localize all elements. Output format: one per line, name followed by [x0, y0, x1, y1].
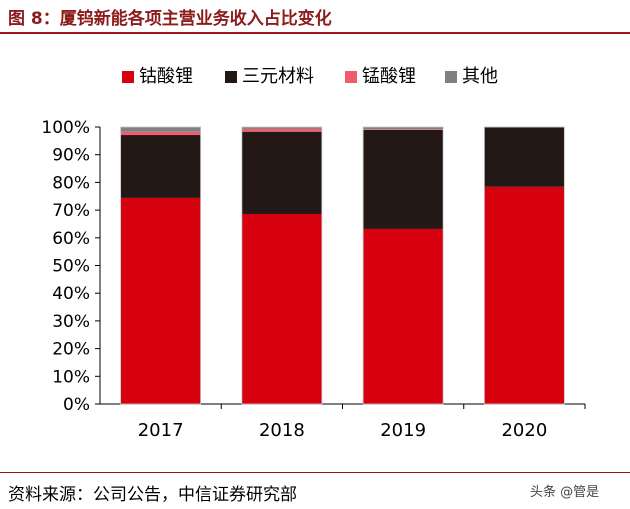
- legend-swatch: [445, 71, 457, 83]
- y-tick-label: 30%: [52, 312, 90, 332]
- x-tick-label: 2017: [138, 420, 184, 441]
- title-divider: [0, 32, 630, 34]
- bar-segment-2020-1: [484, 127, 565, 187]
- bar-segment-2017-2: [120, 131, 201, 136]
- bar-segment-2019-3: [363, 127, 444, 130]
- bar-segment-2019-0: [363, 228, 444, 404]
- legend-label: 其他: [462, 66, 498, 87]
- source-note: 资料来源：公司公告，中信证券研究部: [8, 485, 297, 505]
- stacked-bar-chart: 钴酸锂 三元材料 锰酸锂 其他 0% 10% 20% 30% 40% 50% 60% 70% 80% 90…: [41, 66, 586, 441]
- bar-segment-2017-1: [120, 135, 201, 198]
- bar-outline: [483, 126, 565, 405]
- y-tick-label: 50%: [52, 257, 90, 277]
- y-tick-label: 70%: [52, 201, 90, 221]
- y-tick-label: 0%: [63, 395, 90, 415]
- x-tick-label: 2020: [501, 420, 547, 441]
- bar-segment-2020-0: [484, 186, 565, 404]
- legend-label: 钴酸锂: [139, 66, 193, 87]
- legend-swatch: [225, 71, 237, 83]
- bar-outline: [241, 126, 323, 405]
- y-tick-label: 80%: [52, 173, 90, 193]
- bar-segment-2019-2: [363, 129, 444, 130]
- y-tick-label: 10%: [52, 367, 90, 387]
- y-tick-label: 20%: [52, 340, 90, 360]
- source-divider: [0, 472, 630, 473]
- bar-segment-2018-1: [241, 131, 322, 214]
- legend-swatch: [345, 71, 357, 83]
- bar-segment-2018-3: [241, 127, 322, 129]
- watermark: 头条 @管是: [530, 485, 600, 500]
- bar-segment-2017-0: [120, 197, 201, 404]
- bar-segment-2017-3: [120, 127, 201, 132]
- y-tick-label: 60%: [52, 229, 90, 249]
- y-tick-label: 100%: [41, 118, 90, 138]
- bar-outline: [362, 126, 444, 405]
- legend-label: 锰酸锂: [362, 66, 416, 87]
- bar-outline: [120, 126, 202, 405]
- legend-label: 三元材料: [242, 66, 314, 87]
- figure-title: 图 8：厦钨新能各项主营业务收入占比变化: [8, 9, 332, 29]
- legend-swatch: [122, 71, 134, 83]
- bar-segment-2018-0: [241, 213, 322, 404]
- bar-segment-2018-2: [241, 128, 322, 132]
- x-tick-label: 2019: [380, 420, 426, 441]
- bar-segment-2019-1: [363, 129, 444, 229]
- x-tick-label: 2018: [259, 420, 305, 441]
- y-tick-label: 90%: [52, 146, 90, 166]
- y-tick-label: 40%: [52, 284, 90, 304]
